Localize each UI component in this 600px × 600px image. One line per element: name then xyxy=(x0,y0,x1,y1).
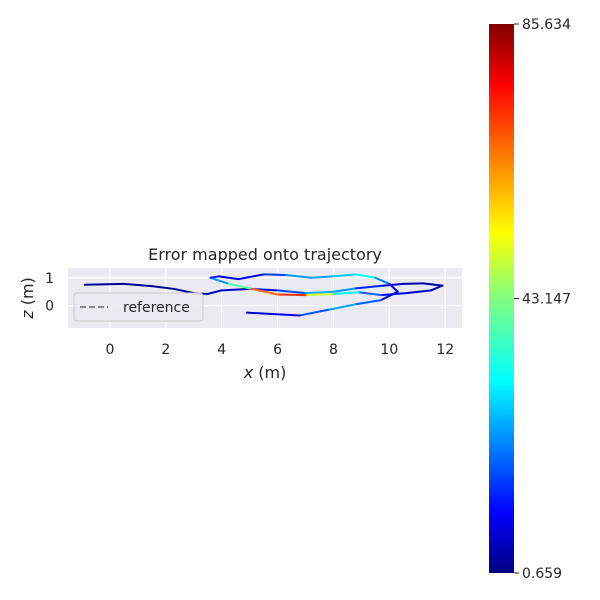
x-tick-label: 6 xyxy=(273,342,282,358)
x-tick-label: 12 xyxy=(436,342,454,358)
trajectory-segment xyxy=(430,284,444,292)
trajectory-segment xyxy=(405,289,433,295)
error-trajectory xyxy=(83,273,444,317)
trajectory-segment xyxy=(270,313,301,317)
trajectory-segment xyxy=(150,285,176,290)
trajectory-segment xyxy=(248,287,279,296)
trajectory-segment xyxy=(304,292,335,297)
trajectory-segment xyxy=(262,273,287,276)
y-axis-unit: (m) xyxy=(18,277,37,310)
trajectory-segment xyxy=(374,276,391,285)
trajectory-segment xyxy=(209,275,220,279)
x-tick-label: 4 xyxy=(217,342,226,358)
trajectory-segment xyxy=(421,282,444,287)
colorbar xyxy=(489,24,514,573)
trajectory-segment xyxy=(354,299,382,306)
trajectory-segment xyxy=(354,284,385,290)
x-tick-label: 0 xyxy=(105,342,114,358)
trajectory-segment xyxy=(379,290,399,302)
trajectory-segment xyxy=(382,282,405,287)
x-tick-label: 2 xyxy=(161,342,170,358)
trajectory-segment xyxy=(332,291,360,295)
chart-title: Error mapped onto trajectory xyxy=(148,245,382,264)
trajectory-segment xyxy=(284,273,313,279)
x-tick-label: 8 xyxy=(329,342,338,358)
y-axis-label: z (m) xyxy=(18,277,37,320)
trajectory-segment xyxy=(226,282,251,290)
legend-reference-label: reference xyxy=(123,300,190,316)
trajectory-segment xyxy=(402,282,424,285)
trajectory-segment xyxy=(220,287,251,292)
trajectory-segment xyxy=(209,276,229,285)
legend-box xyxy=(73,292,204,322)
trajectory-segment xyxy=(173,287,195,295)
y-tick-label: 0 xyxy=(45,299,54,315)
x-tick-labels: 0 2 4 6 8 10 12 xyxy=(105,342,454,358)
trajectory-segment xyxy=(83,282,125,286)
y-tick-labels: 01 xyxy=(45,271,54,315)
trajectory-segment xyxy=(298,308,329,317)
trajectory-segment xyxy=(354,273,377,279)
trajectory-segment xyxy=(245,311,273,316)
trajectory-segment xyxy=(310,275,335,279)
y-tick-label: 1 xyxy=(45,271,54,287)
trajectory-segment xyxy=(217,275,240,281)
colorbar-tick-label: 0.659 xyxy=(522,566,562,582)
x-axis-variable: x xyxy=(243,363,254,382)
trajectory-segment xyxy=(326,303,357,311)
trajectory-segment xyxy=(332,273,357,278)
x-axis-unit: (m) xyxy=(253,363,286,382)
trajectory-segment xyxy=(276,289,307,295)
x-axis-label: x (m) xyxy=(243,363,287,382)
trajectory-segment xyxy=(206,289,223,295)
colorbar-ticks: 85.634 43.147 0.659 xyxy=(514,17,571,582)
legend: reference xyxy=(73,292,204,322)
trajectory-segment xyxy=(304,290,335,295)
x-tick-label: 10 xyxy=(380,342,398,358)
colorbar-tick-label: 43.147 xyxy=(522,291,571,307)
trajectory-segment xyxy=(332,287,357,293)
trajectory-segment xyxy=(237,273,265,281)
trajectory-segment xyxy=(122,282,153,288)
trajectory-segment xyxy=(276,293,307,297)
trajectory-segment xyxy=(388,282,399,293)
colorbar-tick-label: 85.634 xyxy=(522,17,571,33)
y-axis-variable: z xyxy=(18,310,37,320)
trajectory-segment xyxy=(357,291,382,297)
